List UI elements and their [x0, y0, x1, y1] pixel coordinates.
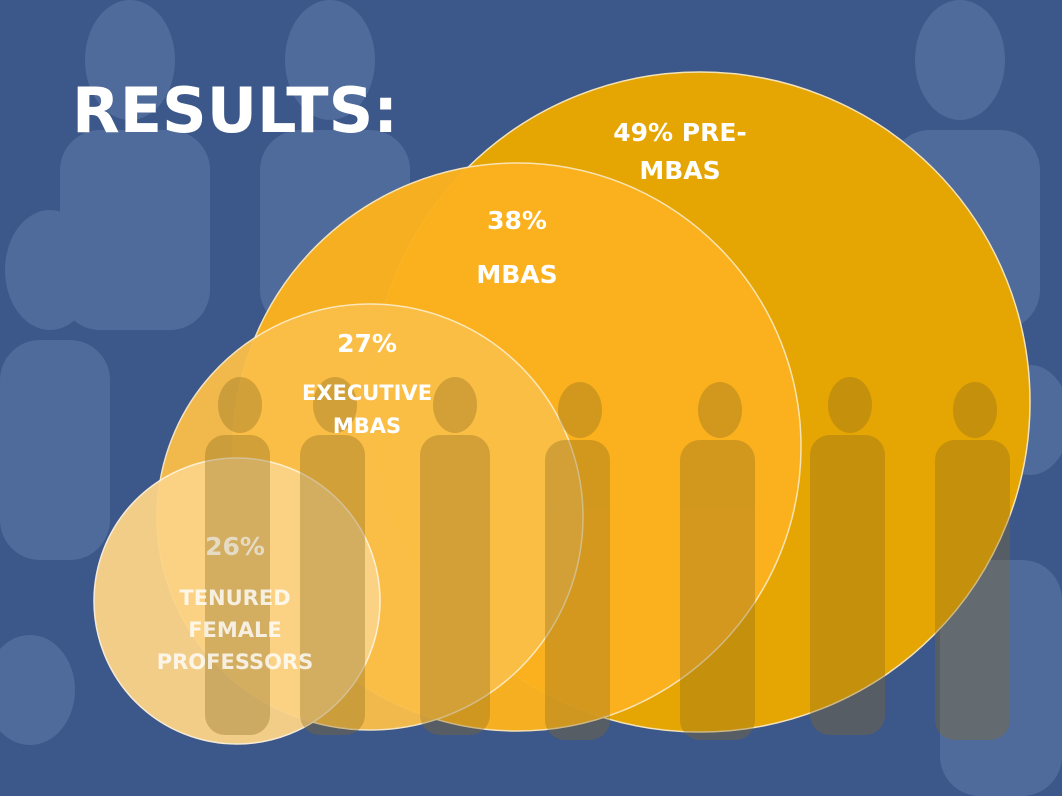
circle-label: 49% PRE- [613, 118, 747, 147]
circle-label: 38% [487, 206, 547, 235]
circle-label: MBAS [333, 414, 401, 438]
circle-label: EXECUTIVE [302, 381, 432, 405]
title: RESULTS: [72, 74, 398, 147]
circle-label: MBAS [476, 260, 557, 289]
circle-label: TENURED [179, 586, 290, 610]
circle-label: MBAS [639, 156, 720, 185]
silhouettes [205, 377, 1010, 740]
circle-label: 27% [337, 329, 397, 358]
circle-label: 26% [205, 532, 265, 561]
circle-label: PROFESSORS [157, 650, 314, 674]
circle-professors [93, 457, 381, 745]
circle-label: FEMALE [188, 618, 282, 642]
